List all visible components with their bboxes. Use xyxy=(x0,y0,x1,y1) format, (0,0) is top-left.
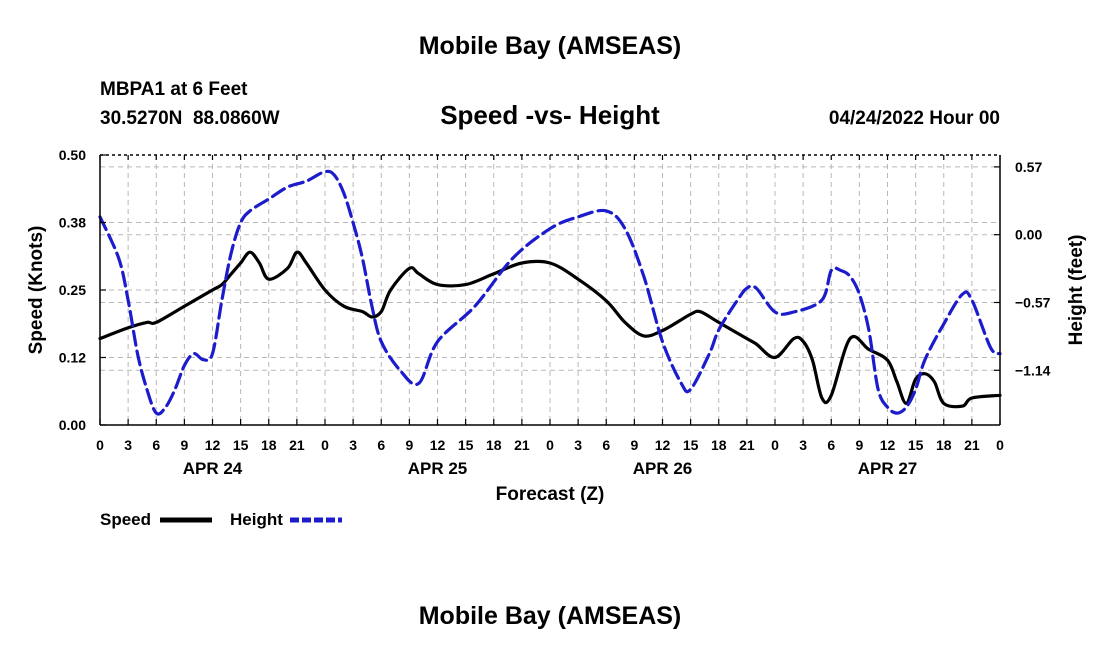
station-label: MBPA1 at 6 Feet xyxy=(100,79,248,100)
run-time-label: 04/24/2022 Hour 00 xyxy=(829,108,1000,129)
chart-title: Mobile Bay (AMSEAS) xyxy=(419,32,682,60)
x-tick-label: 12 xyxy=(655,437,671,453)
x-tick-label: 6 xyxy=(152,437,160,453)
x-tick-label: 21 xyxy=(514,437,530,453)
x-tick-label: 6 xyxy=(377,437,385,453)
x-tick-label: 21 xyxy=(289,437,305,453)
x-tick-label: 12 xyxy=(205,437,221,453)
x-tick-label: 9 xyxy=(180,437,188,453)
x-tick-label: 12 xyxy=(430,437,446,453)
x-tick-label: 9 xyxy=(405,437,413,453)
bottom-title: Mobile Bay (AMSEAS) xyxy=(419,602,682,630)
y2-tick-label: −0.57 xyxy=(1015,294,1051,310)
y2-tick-label: 0.57 xyxy=(1015,159,1042,175)
x-tick-label: 21 xyxy=(964,437,980,453)
grid-lines xyxy=(100,155,1000,425)
legend-speed-label: Speed xyxy=(100,510,151,529)
legend-height-label: Height xyxy=(230,510,283,529)
x-tick-label: 9 xyxy=(855,437,863,453)
x-tick-label: 15 xyxy=(458,437,474,453)
y2-tick-label: −1.14 xyxy=(1015,362,1051,378)
x-tick-label: 0 xyxy=(321,437,329,453)
y-tick-label: 0.25 xyxy=(59,282,86,298)
x-tick-label: 18 xyxy=(486,437,502,453)
x-tick-label: 18 xyxy=(936,437,952,453)
y-tick-label: 0.00 xyxy=(59,417,86,433)
x-tick-label: 15 xyxy=(908,437,924,453)
legend: Speed Height xyxy=(100,510,342,529)
y2-axis-label: Height (feet) xyxy=(1066,235,1087,346)
x-tick-label: 3 xyxy=(349,437,357,453)
coordinates-label: 30.5270N 88.0860W xyxy=(100,108,280,129)
x-tick-label: 0 xyxy=(996,437,1004,453)
date-label: APR 25 xyxy=(408,459,468,478)
y-axis-label: Speed (Knots) xyxy=(26,226,47,355)
x-tick-label: 6 xyxy=(827,437,835,453)
x-tick-label: 21 xyxy=(739,437,755,453)
y-tick-label: 0.38 xyxy=(59,215,86,231)
date-label: APR 26 xyxy=(633,459,693,478)
x-tick-label: 18 xyxy=(261,437,277,453)
series-group xyxy=(98,169,1002,416)
x-tick-label: 15 xyxy=(683,437,699,453)
x-tick-label: 3 xyxy=(799,437,807,453)
axes-group: 0 3 6 9 12 15 18 21 0 3 6 9 12 15 18 21 0 3 6 9 12 15 18 21 0 3 6 9… xyxy=(59,147,1051,478)
height-series-line xyxy=(98,169,1002,416)
chart-subtitle: Speed -vs- Height xyxy=(440,100,660,130)
x-tick-label: 15 xyxy=(233,437,249,453)
x-tick-label: 0 xyxy=(96,437,104,453)
y-tick-label: 0.12 xyxy=(59,350,86,366)
x-tick-label: 3 xyxy=(124,437,132,453)
x-tick-label: 3 xyxy=(574,437,582,453)
x-tick-label: 18 xyxy=(711,437,727,453)
y-tick-label: 0.50 xyxy=(59,147,86,163)
y2-tick-label: 0.00 xyxy=(1015,227,1042,243)
x-tick-label: 0 xyxy=(771,437,779,453)
date-label: APR 27 xyxy=(858,459,918,478)
date-label: APR 24 xyxy=(183,459,243,478)
x-tick-label: 9 xyxy=(630,437,638,453)
x-tick-label: 12 xyxy=(880,437,896,453)
x-tick-label: 6 xyxy=(602,437,610,453)
x-axis-label: Forecast (Z) xyxy=(496,484,605,505)
x-tick-label: 0 xyxy=(546,437,554,453)
speed-series-line xyxy=(98,250,1002,409)
